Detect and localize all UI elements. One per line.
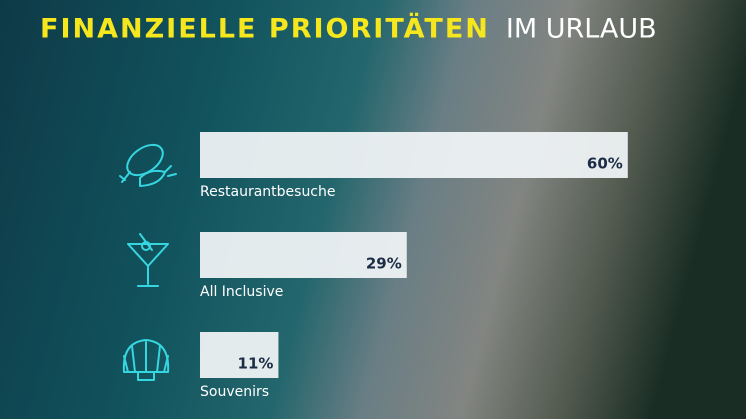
icon-shell <box>122 339 170 381</box>
chart-title: FINANZIELLE PRIORITÄTEN <box>40 13 490 45</box>
icon-cocktail <box>127 233 169 287</box>
bar <box>200 332 279 378</box>
category-label: Restaurantbesuche <box>200 184 336 200</box>
value-label: 11% <box>238 355 274 373</box>
icon-food <box>119 143 177 187</box>
value-label: 29% <box>366 255 402 273</box>
bar <box>200 132 628 178</box>
category-label: Souvenirs <box>200 384 269 400</box>
chart-subtitle: IM URLAUB <box>506 14 657 45</box>
bar <box>200 232 407 278</box>
category-label: All Inclusive <box>200 284 283 300</box>
value-label: 60% <box>587 155 623 173</box>
